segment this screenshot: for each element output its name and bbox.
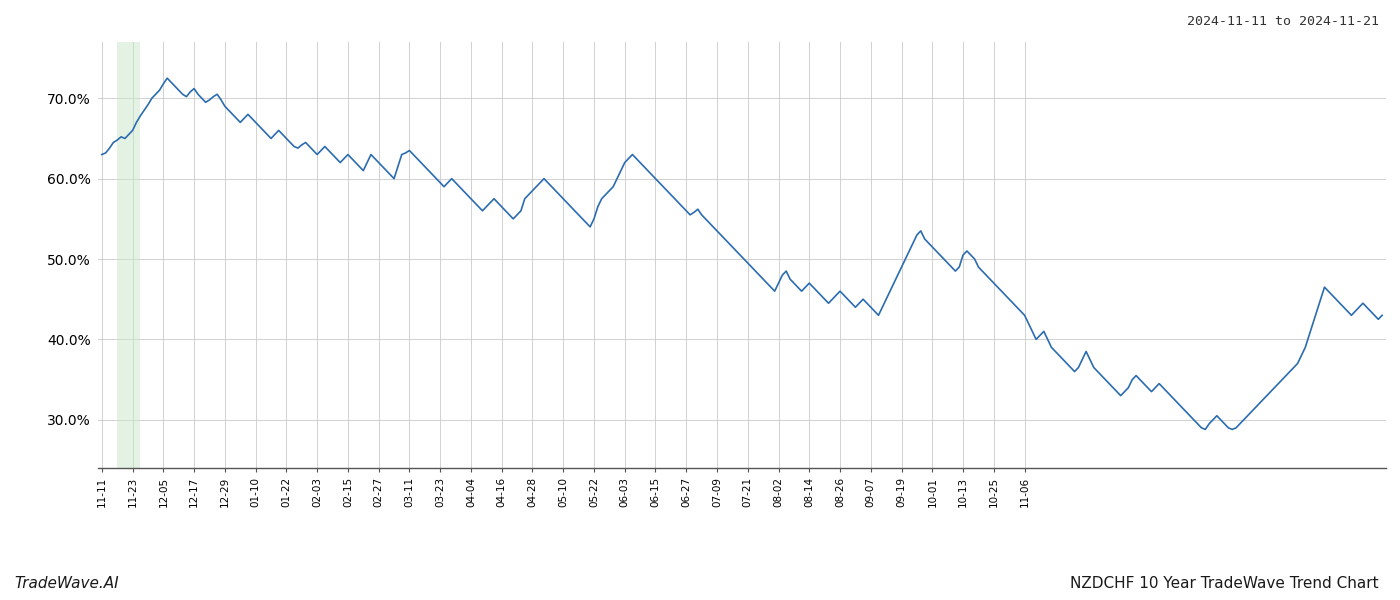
- Text: 2024-11-11 to 2024-11-21: 2024-11-11 to 2024-11-21: [1187, 15, 1379, 28]
- Text: NZDCHF 10 Year TradeWave Trend Chart: NZDCHF 10 Year TradeWave Trend Chart: [1071, 576, 1379, 591]
- Text: TradeWave.AI: TradeWave.AI: [14, 576, 119, 591]
- Bar: [118, 42, 140, 468]
